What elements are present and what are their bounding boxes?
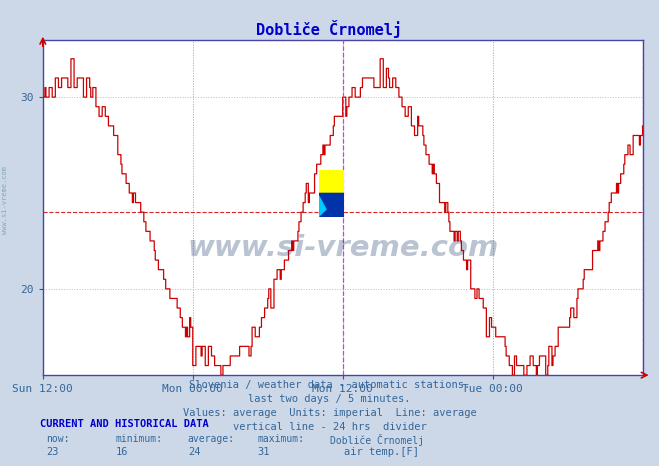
Text: 16: 16 (115, 447, 128, 457)
Text: now:: now: (46, 434, 70, 444)
Text: Slovenia / weather data - automatic stations.: Slovenia / weather data - automatic stat… (189, 380, 470, 390)
Text: Dobliče Črnomelj: Dobliče Črnomelj (256, 20, 403, 38)
Text: 23: 23 (46, 447, 59, 457)
Polygon shape (319, 193, 344, 217)
Text: vertical line - 24 hrs  divider: vertical line - 24 hrs divider (233, 422, 426, 432)
Text: www.si-vreme.com: www.si-vreme.com (187, 233, 498, 261)
Text: maximum:: maximum: (257, 434, 304, 444)
Polygon shape (319, 193, 331, 217)
Text: Dobliče Črnomelj: Dobliče Črnomelj (330, 434, 424, 446)
Text: www.si-vreme.com: www.si-vreme.com (2, 166, 9, 234)
Polygon shape (319, 193, 344, 217)
Polygon shape (319, 170, 344, 193)
Text: 31: 31 (257, 447, 270, 457)
Text: CURRENT AND HISTORICAL DATA: CURRENT AND HISTORICAL DATA (40, 419, 208, 429)
Text: 24: 24 (188, 447, 200, 457)
Text: last two days / 5 minutes.: last two days / 5 minutes. (248, 394, 411, 404)
Text: air temp.[F]: air temp.[F] (344, 447, 419, 457)
Text: Values: average  Units: imperial  Line: average: Values: average Units: imperial Line: av… (183, 408, 476, 418)
Text: minimum:: minimum: (115, 434, 162, 444)
Text: average:: average: (188, 434, 235, 444)
